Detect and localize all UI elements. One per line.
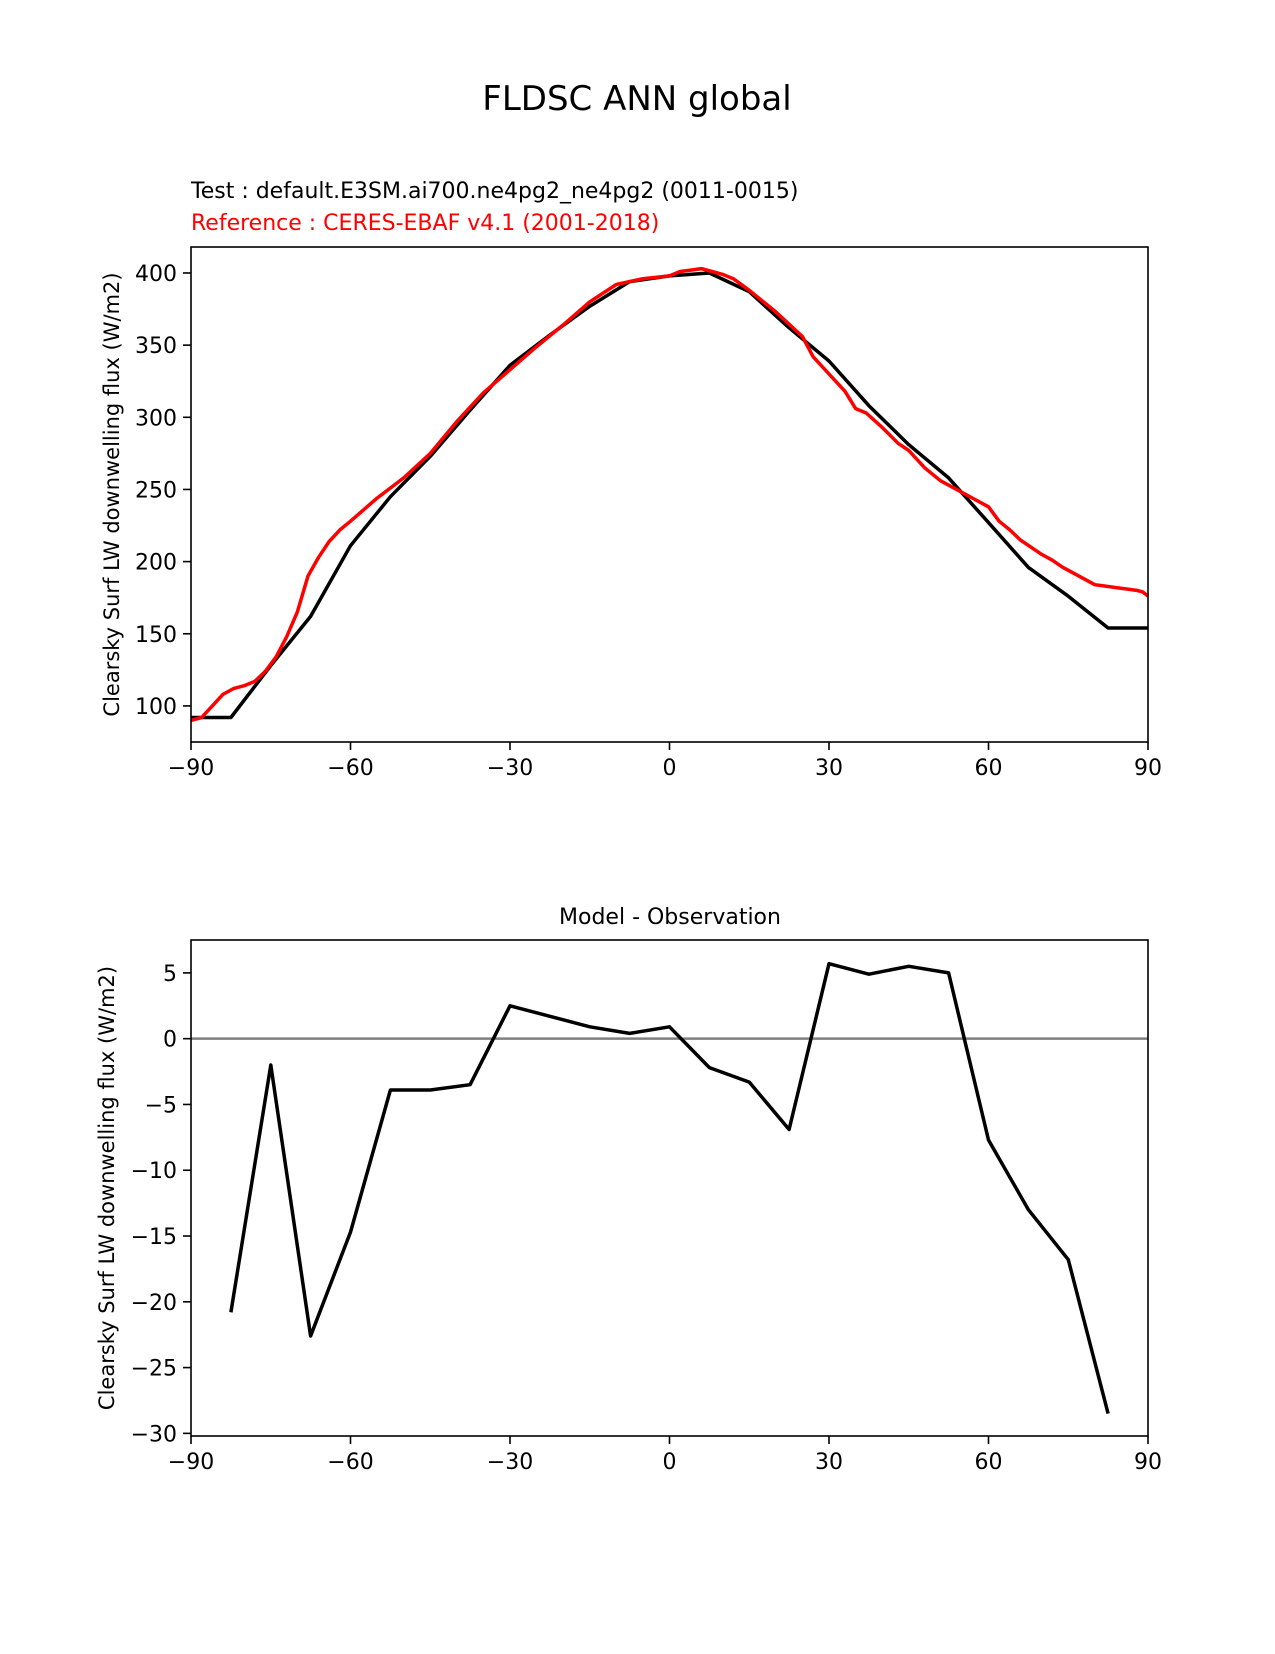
y-tick-label: −25 <box>131 1357 177 1382</box>
y-tick-label: 150 <box>135 623 177 648</box>
zonal-mean-chart: −90 −60 −30 0 30 60 90 100 150 200 250 300 350 400 Cle… <box>100 246 1162 781</box>
reference-title: Reference : CERES-EBAF v4.1 (2001-2018) <box>191 211 659 236</box>
y-tick-label: 350 <box>135 334 177 359</box>
x-tick-label: 30 <box>815 756 843 781</box>
x-tick-label: −90 <box>168 756 214 781</box>
y-tick-label: 400 <box>135 262 177 287</box>
x-tick-label: −60 <box>327 1450 373 1475</box>
plot-frame <box>190 246 1149 743</box>
difference-title: Model - Observation <box>559 905 781 930</box>
plot-frame <box>190 939 1149 1437</box>
y-tick-label: −20 <box>131 1291 177 1316</box>
figure-title: FLDSC ANN global <box>482 79 791 119</box>
x-tick-label: 0 <box>663 1450 677 1475</box>
x-tick-label: 0 <box>663 756 677 781</box>
y-tick-label: 200 <box>135 551 177 576</box>
x-tick-label: 30 <box>815 1450 843 1475</box>
x-tick-label: 60 <box>975 756 1003 781</box>
y-tick-label: −10 <box>131 1159 177 1184</box>
test-title: Test : default.E3SM.ai700.ne4pg2_ne4pg2 … <box>190 179 798 204</box>
y-tick-label: 5 <box>163 962 177 987</box>
y-tick-label: 250 <box>135 478 177 503</box>
y-tick-label: −5 <box>145 1093 177 1118</box>
series-line-0 <box>229 961 1110 1415</box>
series-line-1 <box>190 266 1150 723</box>
y-axis-label: Clearsky Surf LW downwelling flux (W/m2) <box>100 272 124 716</box>
x-tick-label: −90 <box>168 1450 214 1475</box>
y-axis-label: Clearsky Surf LW downwelling flux (W/m2) <box>95 966 119 1410</box>
x-tick-label: −30 <box>487 756 533 781</box>
series-line-0 <box>191 271 1148 720</box>
x-tick-label: −30 <box>487 1450 533 1475</box>
y-tick-label: 300 <box>135 406 177 431</box>
x-tick-label: −60 <box>327 756 373 781</box>
difference-chart: −90 −60 −30 0 30 60 90 5 0 −5 −10 −15 −20 −25 −30 Clear… <box>95 939 1162 1475</box>
x-tick-label: 90 <box>1134 756 1162 781</box>
y-tick-label: 0 <box>163 1028 177 1053</box>
x-tick-label: 90 <box>1134 1450 1162 1475</box>
y-tick-label: 100 <box>135 695 177 720</box>
y-tick-label: −30 <box>131 1422 177 1447</box>
x-tick-label: 60 <box>975 1450 1003 1475</box>
y-tick-label: −15 <box>131 1225 177 1250</box>
